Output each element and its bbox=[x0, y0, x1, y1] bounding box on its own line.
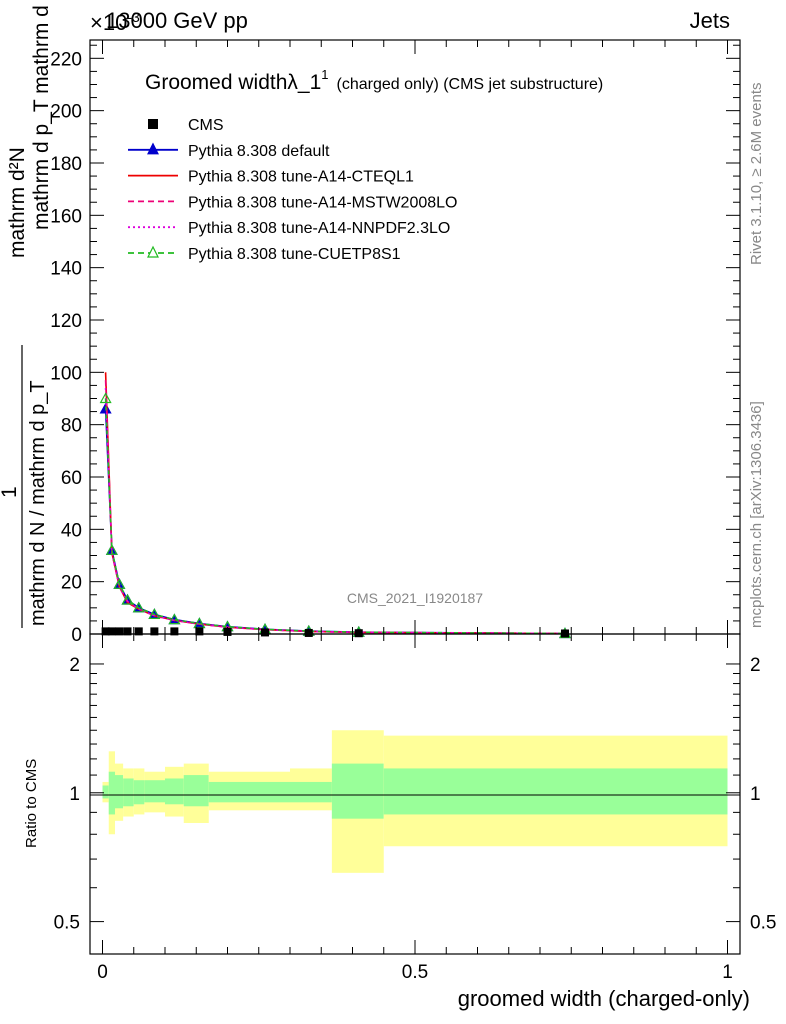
ratio-inner-band bbox=[290, 781, 332, 803]
rivet-label: Rivet 3.1.10, ≥ 2.6M events bbox=[748, 83, 765, 266]
main-y-tick-label: 20 bbox=[61, 573, 82, 594]
series-marker bbox=[168, 613, 181, 625]
legend-marker bbox=[148, 119, 158, 129]
legend-label: Pythia 8.308 tune-A14-NNPDF2.3LO bbox=[188, 220, 450, 237]
main-y-tick-label: 0 bbox=[71, 625, 82, 646]
ratio-inner-band bbox=[165, 778, 184, 805]
ratio-inner-band bbox=[144, 780, 165, 803]
ratio-inner-band bbox=[208, 781, 290, 803]
ratio-y-tick-label-right: 0.5 bbox=[750, 913, 776, 934]
ratio-inner-band bbox=[183, 775, 209, 807]
main-y-tick-label: 80 bbox=[61, 416, 82, 437]
ratio-y-ticks: 0.5 0.5 1 1 2 2 bbox=[54, 655, 777, 934]
series-line bbox=[104, 387, 566, 635]
main-y-tick-label: 40 bbox=[61, 520, 82, 541]
main-y-tick-label: 220 bbox=[50, 49, 82, 70]
x-ticks: 0 0.5 1 bbox=[97, 40, 733, 983]
legend-label: Pythia 8.308 default bbox=[188, 143, 330, 160]
cms-data-point bbox=[354, 629, 363, 638]
header-right: Jets bbox=[690, 8, 730, 33]
exponent-label: ×10-3 bbox=[90, 9, 140, 35]
cms-data-point bbox=[115, 627, 124, 636]
header-left: 13000 GeV pp bbox=[106, 8, 248, 33]
main-y-tick-label: 160 bbox=[50, 206, 82, 227]
y-axis-label-main: mathrm d²N mathrm d p_T mathrm d lambda … bbox=[0, 0, 53, 628]
cms-data-point bbox=[304, 628, 313, 637]
ratio-inner-band bbox=[133, 780, 145, 805]
analysis-watermark: CMS_2021_I1920187 bbox=[347, 590, 483, 606]
series-marker bbox=[148, 608, 161, 619]
x-tick-label: 0 bbox=[97, 962, 108, 983]
series-line bbox=[104, 398, 566, 635]
ratio-y-tick-label: 0.5 bbox=[54, 913, 80, 934]
legend-label: Pythia 8.308 tune-A14-CTEQL1 bbox=[188, 169, 414, 186]
y-axis-label-ratio: Ratio to CMS bbox=[23, 759, 40, 848]
cms-data-point bbox=[170, 627, 179, 636]
main-y-tick-label: 60 bbox=[61, 468, 82, 489]
cms-data-point bbox=[123, 627, 132, 636]
main-y-tick-label: 200 bbox=[50, 102, 82, 123]
ratio-inner-band bbox=[331, 763, 384, 819]
legend: CMS Pythia 8.308 default Pythia 8.308 tune… bbox=[128, 117, 457, 263]
ratio-inner-band bbox=[102, 785, 109, 799]
ylabel-fraction-bottom: mathrm d N / mathrm d p_T bbox=[27, 380, 49, 626]
x-tick-label: 1 bbox=[722, 962, 733, 983]
ylabel-numerator: mathrm d²N bbox=[6, 147, 29, 258]
main-y-tick-label: 100 bbox=[50, 363, 82, 384]
main-y-ticks: 0 20 40 60 80 100 120 140 160 180 200 220 bbox=[50, 44, 740, 646]
ratio-inner-band bbox=[115, 775, 124, 809]
cms-data-point bbox=[101, 627, 110, 636]
cms-data-point bbox=[195, 627, 204, 636]
ratio-inner-band bbox=[108, 771, 115, 815]
series-marker bbox=[105, 544, 118, 555]
series-line bbox=[104, 372, 566, 635]
legend-label: Pythia 8.308 tune-CUETP8S1 bbox=[188, 246, 401, 263]
legend-label: Pythia 8.308 tune-A14-MSTW2008LO bbox=[188, 194, 457, 211]
cms-data-point bbox=[150, 627, 159, 636]
cms-data-point bbox=[261, 628, 269, 637]
ratio-y-tick-label: 2 bbox=[69, 655, 80, 676]
ratio-y-tick-label-right: 2 bbox=[750, 655, 761, 676]
main-y-tick-label: 180 bbox=[50, 154, 82, 175]
mcplots-label: mcplots.cern.ch [arXiv:1306.3436] bbox=[748, 401, 765, 628]
x-axis-label: groomed width (charged-only) bbox=[458, 986, 750, 1011]
cms-data-point bbox=[107, 627, 116, 636]
series-marker bbox=[113, 578, 126, 589]
series-line bbox=[104, 408, 566, 635]
main-y-tick-label: 120 bbox=[50, 311, 82, 332]
main-curves bbox=[99, 372, 572, 639]
ratio-y-tick-label-right: 1 bbox=[750, 784, 761, 805]
main-y-tick-label: 140 bbox=[50, 259, 82, 280]
series-line bbox=[104, 380, 566, 635]
cms-data-point bbox=[134, 627, 143, 636]
legend-label: CMS bbox=[188, 117, 224, 134]
ratio-inner-band bbox=[123, 778, 134, 807]
series-marker bbox=[132, 601, 145, 613]
legend-marker bbox=[147, 142, 159, 155]
legend-marker bbox=[147, 245, 159, 258]
series-marker bbox=[121, 593, 134, 605]
ylabel-tail: mathrm d p_T mathrm d lambda bbox=[30, 0, 53, 230]
series-marker bbox=[99, 392, 112, 404]
x-tick-label: 0.5 bbox=[402, 962, 428, 983]
plot-title: Groomed widthλ_11(charged only) (CMS jet… bbox=[145, 67, 603, 94]
ratio-bands bbox=[102, 730, 728, 873]
ratio-y-tick-label: 1 bbox=[69, 784, 80, 805]
ratio-inner-band bbox=[383, 768, 728, 815]
ylabel-fraction-top: 1 bbox=[0, 486, 21, 498]
